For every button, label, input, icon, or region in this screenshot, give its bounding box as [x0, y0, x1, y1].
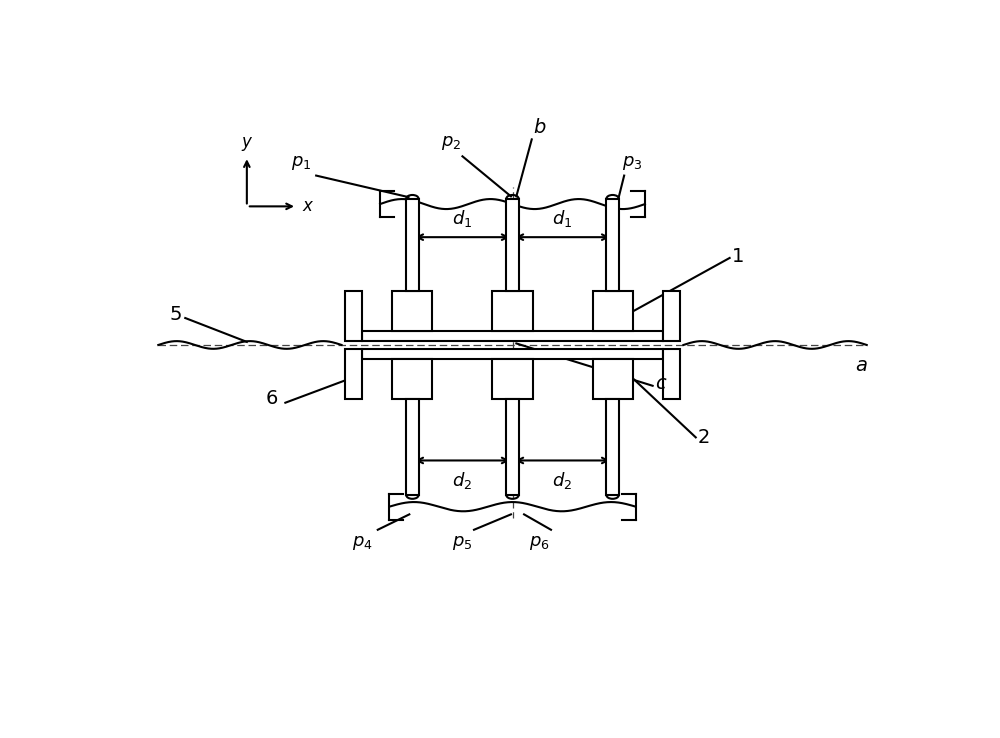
Text: $p_2$: $p_2$: [441, 134, 461, 153]
Bar: [593, 291, 633, 331]
Text: $b$: $b$: [533, 118, 546, 137]
Bar: [663, 291, 680, 341]
Bar: [362, 331, 663, 341]
Text: $d_1$: $d_1$: [552, 208, 573, 230]
Text: 6: 6: [266, 390, 278, 408]
Text: 2: 2: [697, 428, 710, 447]
Bar: [506, 199, 519, 291]
Bar: [606, 399, 619, 495]
Bar: [492, 359, 533, 399]
Text: $d_1$: $d_1$: [452, 208, 473, 230]
Text: $d_2$: $d_2$: [552, 471, 573, 492]
Text: y: y: [242, 133, 252, 151]
Bar: [506, 399, 519, 495]
Bar: [593, 359, 633, 399]
Bar: [406, 399, 419, 495]
Text: $p_5$: $p_5$: [452, 534, 473, 551]
Bar: [392, 359, 432, 399]
Text: 1: 1: [732, 247, 744, 266]
Bar: [406, 199, 419, 291]
Text: $p_1$: $p_1$: [291, 154, 311, 172]
Text: x: x: [302, 197, 312, 215]
Text: $p_4$: $p_4$: [352, 534, 373, 551]
Bar: [606, 199, 619, 291]
Text: $p_6$: $p_6$: [529, 534, 550, 551]
Text: $d_2$: $d_2$: [452, 471, 473, 492]
Bar: [663, 349, 680, 399]
Text: $p_3$: $p_3$: [622, 154, 642, 172]
Bar: [345, 291, 362, 341]
Text: 5: 5: [170, 305, 182, 324]
Bar: [392, 291, 432, 331]
Bar: [492, 291, 533, 331]
Text: $c$: $c$: [655, 374, 667, 393]
Text: $a$: $a$: [855, 356, 868, 375]
Bar: [345, 349, 362, 399]
Bar: [362, 349, 663, 359]
